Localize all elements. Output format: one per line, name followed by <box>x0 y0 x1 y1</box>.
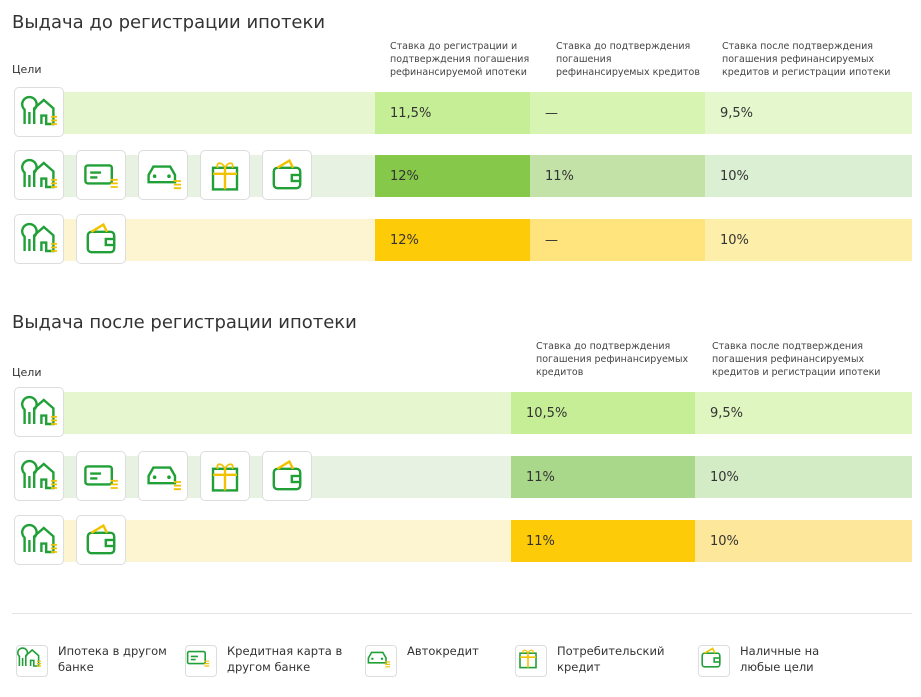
rate-cell: — <box>530 92 705 134</box>
goal-icon <box>14 150 64 200</box>
icon <box>147 466 181 491</box>
section-title: Выдача после регистрации ипотеки <box>12 312 357 333</box>
goal-icon <box>138 451 188 501</box>
goal-icon <box>698 645 730 677</box>
legend-label: Потребительский кредит <box>557 644 665 674</box>
icon <box>21 523 57 554</box>
goal-icon <box>200 150 250 200</box>
goal-icon <box>515 645 547 677</box>
icon <box>84 164 118 188</box>
column-header: Ставка после подтверждения погашения реф… <box>722 41 891 78</box>
rate-cell: — <box>530 219 705 261</box>
rate-cell: 11% <box>530 155 705 197</box>
goal-icon <box>14 451 64 501</box>
icon <box>272 459 302 491</box>
icon <box>186 650 210 667</box>
rate-cell: 10% <box>695 456 912 498</box>
goals-label: Цели <box>12 366 42 379</box>
goal-icon <box>200 451 250 501</box>
goal-icon <box>76 150 126 200</box>
rate-cell: 9,5% <box>695 392 912 434</box>
column-header: Ставка после подтверждения погашения реф… <box>712 341 881 378</box>
icon <box>21 459 57 490</box>
rate-cell: 9,5% <box>705 92 912 134</box>
rate-cell: 11% <box>511 456 695 498</box>
rate-cell: 10,5% <box>511 392 695 434</box>
legend-label: Наличные на любые цели <box>740 644 820 674</box>
goal-icon <box>76 214 126 264</box>
goal-icon <box>14 515 64 565</box>
goal-icon <box>14 87 64 137</box>
column-header: Ставка до подтверждения погашения рефина… <box>536 341 689 378</box>
icon <box>211 162 239 191</box>
section-title: Выдача до регистрации ипотеки <box>12 12 326 33</box>
goal-icon <box>365 645 397 677</box>
goal-icon <box>14 214 64 264</box>
goal-icon <box>76 451 126 501</box>
goals-label: Цели <box>12 63 42 76</box>
column-header: Ставка до регистрации и подтверждения по… <box>390 41 530 78</box>
rate-cell: 10% <box>695 520 912 562</box>
icon <box>367 651 390 668</box>
goal-icon <box>262 451 312 501</box>
goal-icon <box>76 515 126 565</box>
icon <box>21 158 57 189</box>
icon <box>86 222 116 254</box>
divider <box>12 613 912 614</box>
legend-label: Кредитная карта в другом банке <box>227 644 343 674</box>
goal-icon <box>16 645 48 677</box>
goal-icon <box>185 645 217 677</box>
icon <box>519 649 537 669</box>
rate-cell: 10% <box>705 155 912 197</box>
icon <box>21 95 57 126</box>
icon <box>147 165 181 190</box>
goal-icon <box>262 150 312 200</box>
rate-cell: 11,5% <box>375 92 530 134</box>
icon <box>21 395 57 426</box>
rate-cell: 12% <box>375 219 530 261</box>
goal-icon <box>138 150 188 200</box>
goal-icon <box>14 387 64 437</box>
rate-cell: 11% <box>511 520 695 562</box>
icon <box>701 647 721 668</box>
rate-cell: 12% <box>375 155 530 197</box>
legend-label: Автокредит <box>407 644 479 658</box>
icon <box>17 647 41 667</box>
icon <box>86 523 116 555</box>
column-header: Ставка до подтверждения погашения рефина… <box>556 41 700 78</box>
icon <box>84 465 118 489</box>
icon <box>21 222 57 253</box>
legend-label: Ипотека в другом банке <box>58 644 167 674</box>
rate-cell: 10% <box>705 219 912 261</box>
icon <box>211 463 239 492</box>
icon <box>272 158 302 190</box>
